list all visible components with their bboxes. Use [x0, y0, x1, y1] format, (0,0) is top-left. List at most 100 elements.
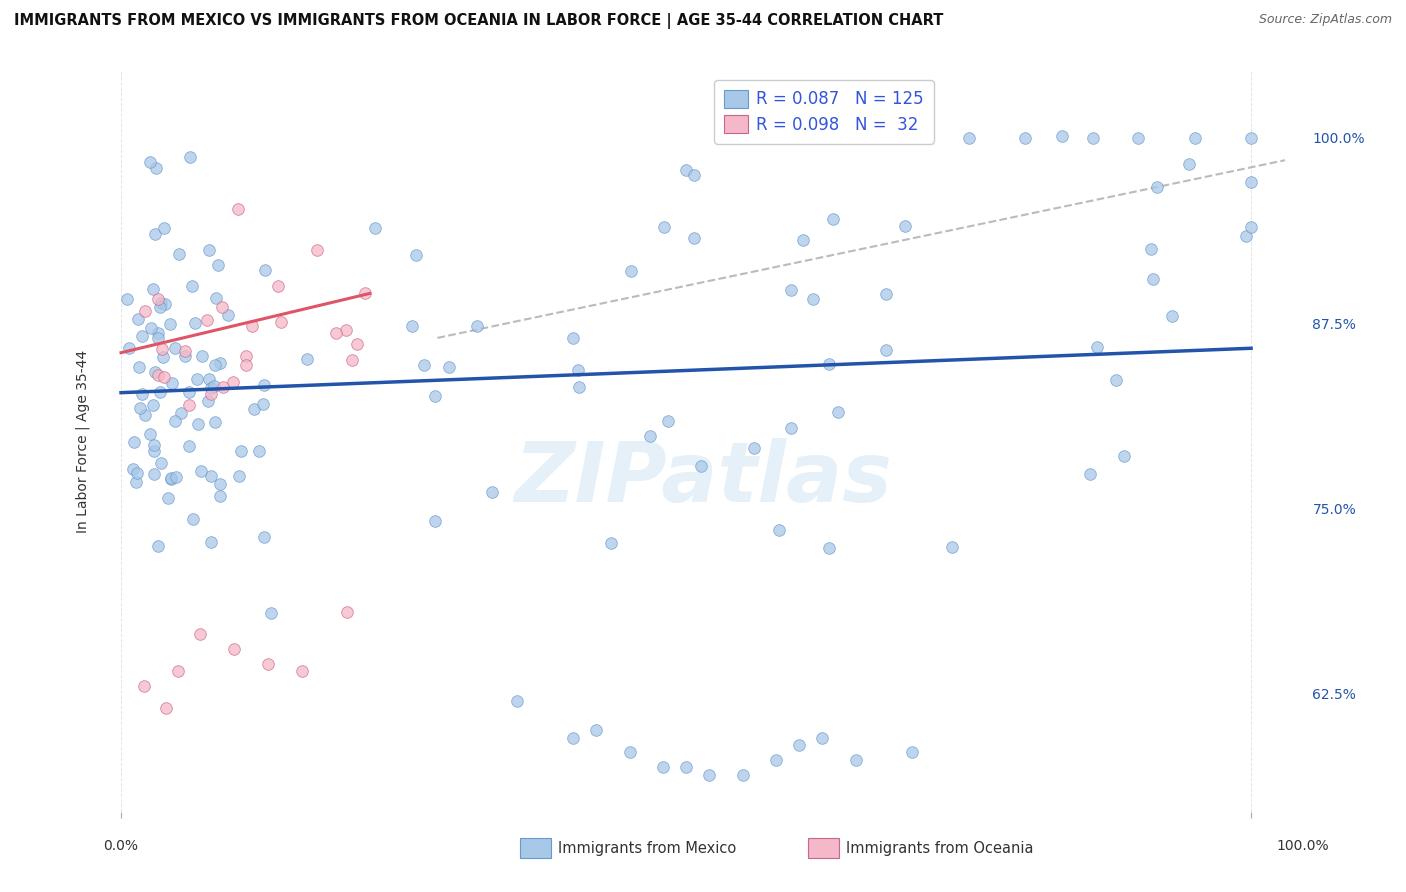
- Point: [1105, 373, 1128, 387]
- Point: [125, 466, 148, 480]
- Point: [229, 444, 252, 458]
- Point: [152, 343, 174, 357]
- Point: [879, 131, 901, 145]
- Point: [893, 219, 915, 233]
- Point: [129, 401, 152, 415]
- Point: [567, 362, 589, 376]
- Point: [179, 149, 201, 163]
- Point: [291, 664, 314, 678]
- Y-axis label: In Labor Force | Age 35-44: In Labor Force | Age 35-44: [76, 350, 90, 533]
- Point: [197, 393, 219, 408]
- Point: [413, 358, 436, 372]
- Point: [818, 357, 841, 371]
- Point: [1114, 449, 1136, 463]
- Point: [638, 429, 661, 443]
- Point: [257, 657, 280, 671]
- Point: [138, 155, 160, 169]
- Point: [336, 605, 359, 619]
- Text: Immigrants from Oceania: Immigrants from Oceania: [846, 841, 1033, 855]
- Point: [128, 360, 150, 375]
- Point: [307, 243, 329, 257]
- Point: [801, 292, 824, 306]
- Legend: R = 0.087   N = 125, R = 0.098   N =  32: R = 0.087 N = 125, R = 0.098 N = 32: [714, 79, 934, 144]
- Text: 100.0%: 100.0%: [1277, 838, 1329, 853]
- Point: [204, 415, 226, 429]
- Point: [765, 753, 787, 767]
- Point: [821, 211, 844, 226]
- Point: [1052, 128, 1074, 143]
- Point: [346, 337, 368, 351]
- Point: [160, 472, 183, 486]
- Point: [335, 323, 357, 337]
- Point: [209, 477, 232, 491]
- Point: [247, 444, 270, 458]
- Point: [195, 313, 218, 327]
- Text: ZIPatlas: ZIPatlas: [515, 438, 891, 519]
- Point: [768, 524, 790, 538]
- Point: [177, 439, 200, 453]
- Point: [159, 317, 181, 331]
- Point: [690, 458, 713, 473]
- Point: [425, 514, 447, 528]
- Point: [683, 168, 706, 182]
- Point: [187, 417, 209, 431]
- Point: [165, 469, 187, 483]
- Point: [131, 329, 153, 343]
- Point: [125, 475, 148, 489]
- Point: [1014, 131, 1036, 145]
- Point: [562, 731, 585, 745]
- Point: [1240, 176, 1263, 190]
- Point: [146, 292, 169, 306]
- Point: [146, 331, 169, 345]
- Point: [202, 379, 225, 393]
- Point: [150, 456, 173, 470]
- Point: [141, 321, 163, 335]
- Point: [152, 350, 174, 364]
- Point: [779, 284, 801, 298]
- Point: [845, 753, 868, 767]
- Point: [401, 319, 423, 334]
- Point: [1078, 467, 1101, 482]
- Point: [156, 491, 179, 505]
- Point: [827, 405, 849, 419]
- Point: [177, 384, 200, 399]
- Point: [131, 387, 153, 401]
- Point: [652, 760, 675, 774]
- Point: [153, 220, 176, 235]
- Point: [957, 131, 980, 145]
- Point: [1234, 228, 1257, 243]
- Text: IMMIGRANTS FROM MEXICO VS IMMIGRANTS FROM OCEANIA IN LABOR FORCE | AGE 35-44 COR: IMMIGRANTS FROM MEXICO VS IMMIGRANTS FRO…: [14, 13, 943, 29]
- Point: [405, 248, 427, 262]
- Point: [235, 358, 257, 372]
- Point: [267, 278, 290, 293]
- Point: [191, 349, 214, 363]
- Point: [205, 291, 228, 305]
- Point: [127, 312, 149, 326]
- Point: [253, 530, 276, 544]
- Point: [1126, 131, 1149, 145]
- Point: [810, 731, 832, 745]
- Point: [353, 286, 375, 301]
- Point: [118, 342, 141, 356]
- Point: [657, 414, 679, 428]
- Point: [174, 349, 197, 363]
- Point: [143, 227, 166, 241]
- Point: [252, 397, 274, 411]
- Point: [142, 467, 165, 481]
- Point: [153, 297, 176, 311]
- Point: [675, 760, 697, 774]
- Point: [148, 326, 170, 340]
- Text: 0.0%: 0.0%: [103, 838, 138, 853]
- Point: [142, 398, 165, 412]
- Point: [619, 746, 641, 760]
- Point: [787, 738, 810, 752]
- Point: [145, 365, 167, 379]
- Point: [652, 219, 675, 234]
- Point: [235, 349, 257, 363]
- Point: [200, 381, 222, 395]
- Point: [779, 421, 801, 435]
- Point: [143, 444, 166, 458]
- Point: [226, 202, 249, 216]
- Point: [364, 221, 387, 235]
- Point: [254, 263, 277, 277]
